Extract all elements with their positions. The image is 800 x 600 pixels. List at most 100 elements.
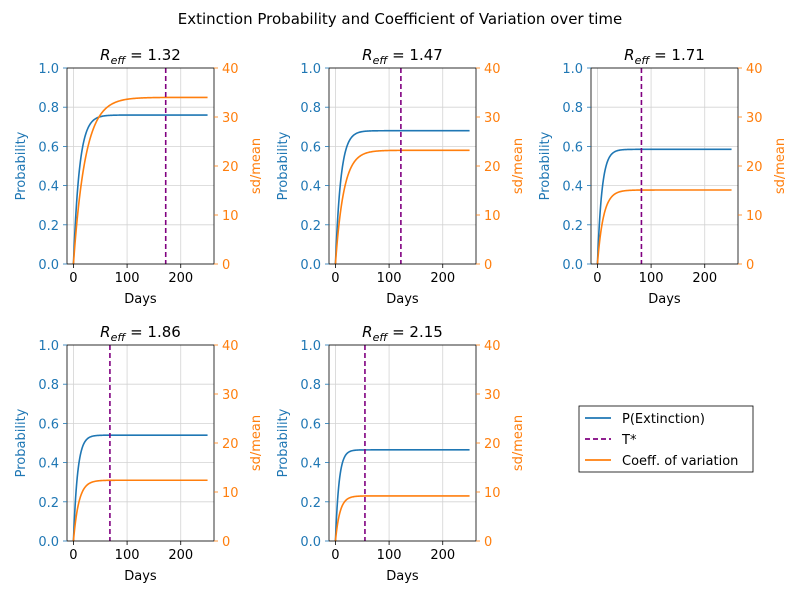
y-right-tick-label: 10 <box>484 486 501 501</box>
y-right-tick-label: 0 <box>746 258 754 273</box>
figure-title: Extinction Probability and Coefficient o… <box>178 10 623 28</box>
y-right-axis-label: sd/mean <box>773 138 788 194</box>
y-right-tick-label: 40 <box>222 339 239 354</box>
y-left-tick-label: 0.2 <box>300 496 321 511</box>
x-axis-label: Days <box>124 292 157 307</box>
x-axis-label: Days <box>124 569 157 584</box>
y-left-tick-label: 0.2 <box>300 219 321 234</box>
y-left-tick-label: 0.6 <box>562 140 583 155</box>
title-value: = 1.32 <box>125 46 181 64</box>
cv-line <box>334 149 470 265</box>
y-left-tick-label: 0.0 <box>562 258 583 273</box>
y-right-tick-label: 30 <box>222 111 239 126</box>
x-tick-label: 0 <box>331 548 339 563</box>
y-left-tick-label: 0.4 <box>562 180 583 195</box>
cv-line <box>72 479 208 542</box>
y-left-tick-label: 0.4 <box>300 457 321 472</box>
subplot-title: Reff = 1.32 <box>100 46 181 67</box>
y-right-tick-label: 40 <box>746 62 763 77</box>
y-left-tick-label: 0.0 <box>38 258 59 273</box>
y-left-tick-label: 0.2 <box>38 496 59 511</box>
y-right-tick-label: 10 <box>746 209 763 224</box>
subplot-5: 0 100 200 0.0 0.2 0.4 0.6 0.8 1.0 0 10 20 30 40 Days Pr… <box>276 323 526 584</box>
y-left-tick-label: 0.8 <box>300 378 321 393</box>
subplot-4: 0 100 200 0.0 0.2 0.4 0.6 0.8 1.0 0 10 20 30 40 Days Pr… <box>14 323 264 584</box>
title-symbol: R <box>362 323 372 341</box>
x-tick-label: 100 <box>377 548 402 563</box>
y-right-tick-label: 20 <box>484 160 501 175</box>
y-left-tick-label: 0.2 <box>38 219 59 234</box>
x-tick-label: 200 <box>430 271 455 286</box>
y-right-tick-label: 20 <box>746 160 763 175</box>
y-left-tick-label: 0.0 <box>300 535 321 550</box>
legend-label-tstar: T* <box>621 433 637 448</box>
y-right-tick-label: 30 <box>484 111 501 126</box>
title-subscript: eff <box>635 54 651 67</box>
cv-line <box>334 495 470 542</box>
x-axis-label: Days <box>648 292 681 307</box>
subplots: 0 100 2000.00.20.40.60.81.0010203040DaysPr… <box>14 46 788 584</box>
y-left-axis-label: Probability <box>14 131 29 200</box>
y-left-tick-label: 0.6 <box>300 140 321 155</box>
y-right-axis-label: sd/mean <box>511 415 526 471</box>
x-tick-label: 100 <box>115 271 140 286</box>
y-right-tick-label: 10 <box>222 486 239 501</box>
cv-line <box>596 189 732 265</box>
x-tick-label: 0 <box>593 271 601 286</box>
y-right-tick-label: 0 <box>484 535 492 550</box>
y-left-axis-label: Probability <box>276 408 291 477</box>
x-tick-label: 0 <box>331 271 339 286</box>
title-symbol: R <box>624 46 634 64</box>
y-left-tick-label: 1.0 <box>562 62 583 77</box>
y-left-tick-label: 0.8 <box>38 101 59 116</box>
y-right-tick-label: 40 <box>484 339 501 354</box>
y-right-tick-label: 20 <box>484 437 501 452</box>
y-right-tick-label: 0 <box>222 535 230 550</box>
y-right-axis-label: sd/mean <box>511 138 526 194</box>
x-tick-label: 100 <box>377 271 402 286</box>
y-left-tick-label: 0.8 <box>38 378 59 393</box>
y-right-tick-label: 20 <box>222 437 239 452</box>
y-right-tick-label: 0 <box>222 258 230 273</box>
y-right-tick-label: 20 <box>222 160 239 175</box>
y-right-tick-label: 30 <box>484 388 501 403</box>
x-tick-label: 100 <box>115 548 140 563</box>
y-left-tick-label: 1.0 <box>300 339 321 354</box>
y-right-tick-label: 40 <box>222 62 239 77</box>
subplot-2: 0 100 200 0.0 0.2 0.4 0.6 0.8 1.0 0 10 20 30 40 Days Pr… <box>276 46 526 307</box>
y-left-tick-label: 0.6 <box>38 417 59 432</box>
x-axis-label: Days <box>386 569 419 584</box>
y-left-tick-label: 0.6 <box>38 140 59 155</box>
y-left-axis-label: Probability <box>538 131 553 200</box>
title-symbol: R <box>362 46 372 64</box>
subplot-title: Reff = 1.47 <box>362 46 443 67</box>
y-left-tick-label: 0.4 <box>300 180 321 195</box>
probability-line <box>334 449 470 542</box>
y-right-tick-label: 0 <box>484 258 492 273</box>
x-tick-label: 0 <box>69 271 77 286</box>
title-value: = 1.71 <box>649 46 705 64</box>
title-symbol: R <box>100 323 110 341</box>
x-tick-label: 200 <box>168 271 193 286</box>
cv-line <box>72 96 208 265</box>
y-left-tick-label: 0.0 <box>300 258 321 273</box>
title-symbol: R <box>100 46 110 64</box>
x-tick-label: 200 <box>168 548 193 563</box>
y-left-tick-label: 1.0 <box>38 62 59 77</box>
probability-line <box>72 434 208 542</box>
y-left-tick-label: 1.0 <box>300 62 321 77</box>
y-left-tick-label: 0.6 <box>300 417 321 432</box>
x-tick-label: 100 <box>639 271 664 286</box>
y-left-tick-label: 0.2 <box>562 219 583 234</box>
title-subscript: eff <box>373 54 389 67</box>
probability-line <box>596 148 732 265</box>
y-left-tick-label: 1.0 <box>38 339 59 354</box>
x-axis-label: Days <box>386 292 419 307</box>
y-right-axis-label: sd/mean <box>249 415 264 471</box>
title-value: = 1.47 <box>387 46 443 64</box>
title-subscript: eff <box>373 331 389 344</box>
plot-frame <box>328 344 477 542</box>
y-left-tick-label: 0.8 <box>300 101 321 116</box>
subplot-title: Reff = 1.86 <box>100 323 181 344</box>
